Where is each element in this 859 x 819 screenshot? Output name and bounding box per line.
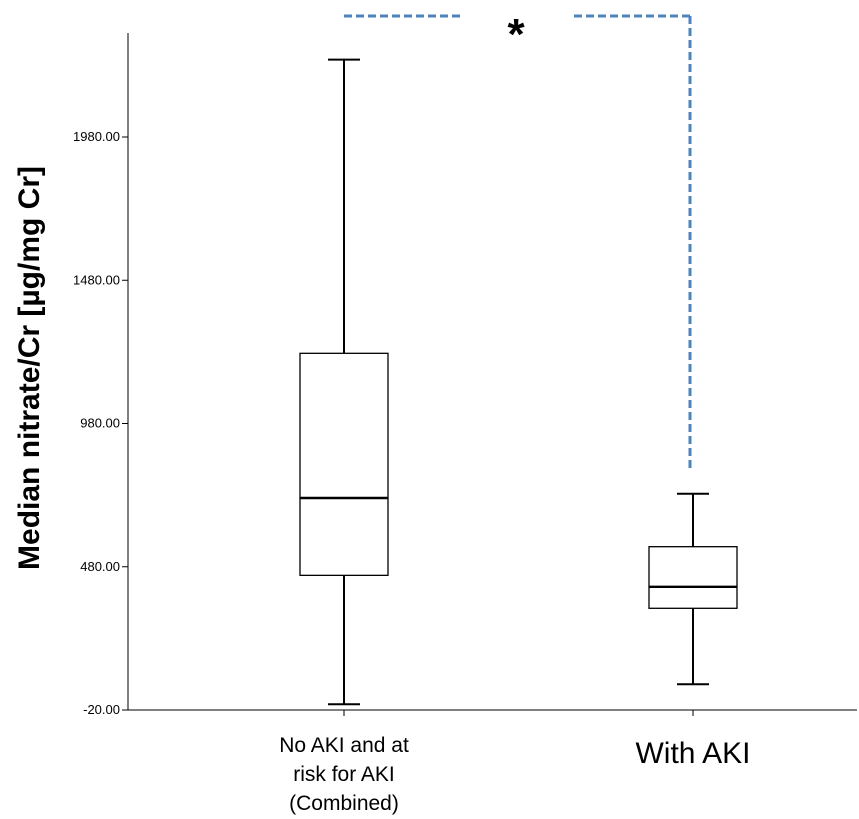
y-tick-label: 980.00 [80,416,120,431]
iqr-box [299,352,389,576]
significance-star: * [507,10,525,59]
y-axis: -20.00 480.00 980.00 1480.00 1980.00 [73,33,129,717]
x-category-labels: No AKI and at risk for AKI (Combined) With … [279,734,750,815]
y-axis-label: Median nitrate/Cr [µg/mg Cr] [13,166,46,570]
x-category-label: No AKI and at [279,734,409,757]
x-category-label: risk for AKI [293,763,395,786]
y-tick-label: 1980.00 [73,129,120,144]
x-category-label: (Combined) [289,792,399,815]
box-group [299,58,389,706]
box-group [648,492,738,686]
x-category-label: With AKI [635,737,750,770]
x-axis [128,709,857,716]
boxes [299,58,738,706]
y-tick-label: 1480.00 [73,272,120,287]
significance-bracket: * [344,10,692,470]
y-tick-label: -20.00 [83,702,120,717]
y-tick-label: 480.00 [80,559,120,574]
iqr-box [648,546,738,609]
